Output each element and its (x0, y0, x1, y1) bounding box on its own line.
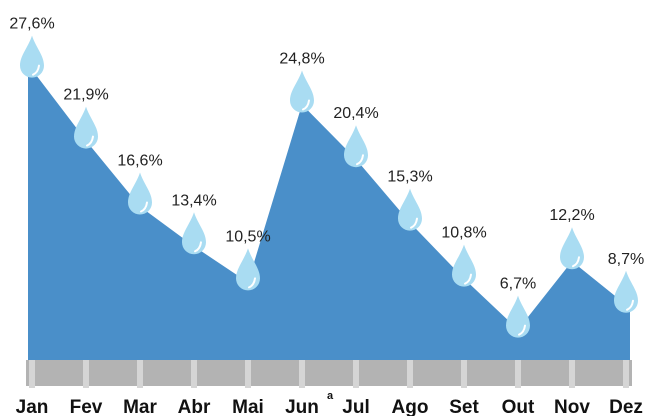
axis-tick (569, 360, 575, 388)
axis-tick (407, 360, 413, 388)
droplet (128, 172, 152, 215)
droplet (182, 212, 206, 255)
value-label: 10,5% (225, 228, 270, 245)
value-label: 13,4% (171, 192, 216, 209)
droplet (506, 295, 530, 338)
droplet-highlight (518, 324, 526, 336)
annotation: a (327, 390, 334, 402)
axis-tick (353, 360, 359, 388)
value-label: 16,6% (117, 152, 162, 169)
x-tick-label: Dez (609, 397, 643, 416)
axis-tick (191, 360, 197, 388)
x-tick-label: Jan (16, 397, 49, 416)
x-tick-label: Ago (392, 397, 429, 416)
value-label: 24,8% (279, 50, 324, 67)
area (28, 69, 630, 360)
axis-base (26, 360, 632, 386)
value-label: 6,7% (500, 276, 536, 293)
value-label: 27,6% (9, 16, 54, 33)
droplet (398, 188, 422, 231)
value-label: 20,4% (333, 105, 378, 122)
x-tick-label: Jul (342, 397, 369, 416)
droplet (20, 35, 44, 78)
droplet (236, 248, 260, 291)
axis-tick (29, 360, 35, 388)
axis-tick (245, 360, 251, 388)
droplet-highlight (572, 256, 580, 268)
droplet (560, 227, 584, 270)
axis-tick (299, 360, 305, 388)
droplet-highlight (626, 299, 634, 311)
droplet-highlight (410, 217, 418, 229)
value-label: 15,3% (387, 169, 432, 186)
value-label: 21,9% (63, 87, 108, 104)
droplet (74, 106, 98, 149)
axis-tick (137, 360, 143, 388)
x-tick-label: Abr (178, 397, 211, 416)
axis-tick (461, 360, 467, 388)
value-label: 12,2% (549, 207, 594, 224)
droplet-highlight (464, 273, 472, 285)
axis-tick (623, 360, 629, 388)
droplet-highlight (248, 277, 256, 289)
value-label: 10,8% (441, 225, 486, 242)
droplet (452, 244, 476, 287)
x-tick-label: Nov (554, 397, 590, 416)
droplet-highlight (86, 135, 94, 147)
droplet-highlight (356, 154, 364, 166)
x-tick-label: Mai (232, 397, 264, 416)
droplet-highlight (302, 99, 310, 111)
droplet (614, 270, 638, 313)
droplet-highlight (32, 64, 40, 76)
axis-tick (515, 360, 521, 388)
x-tick-label: Jun (285, 397, 319, 416)
x-tick-label: Out (502, 397, 535, 416)
droplet-highlight (140, 201, 148, 213)
x-tick-label: Mar (123, 397, 157, 416)
droplet (290, 70, 314, 113)
droplet (344, 125, 368, 168)
droplet-highlight (194, 241, 202, 253)
x-tick-label: Set (449, 397, 479, 416)
value-label: 8,7% (608, 251, 644, 268)
axis-tick (83, 360, 89, 388)
x-tick-label: Fev (70, 397, 103, 416)
